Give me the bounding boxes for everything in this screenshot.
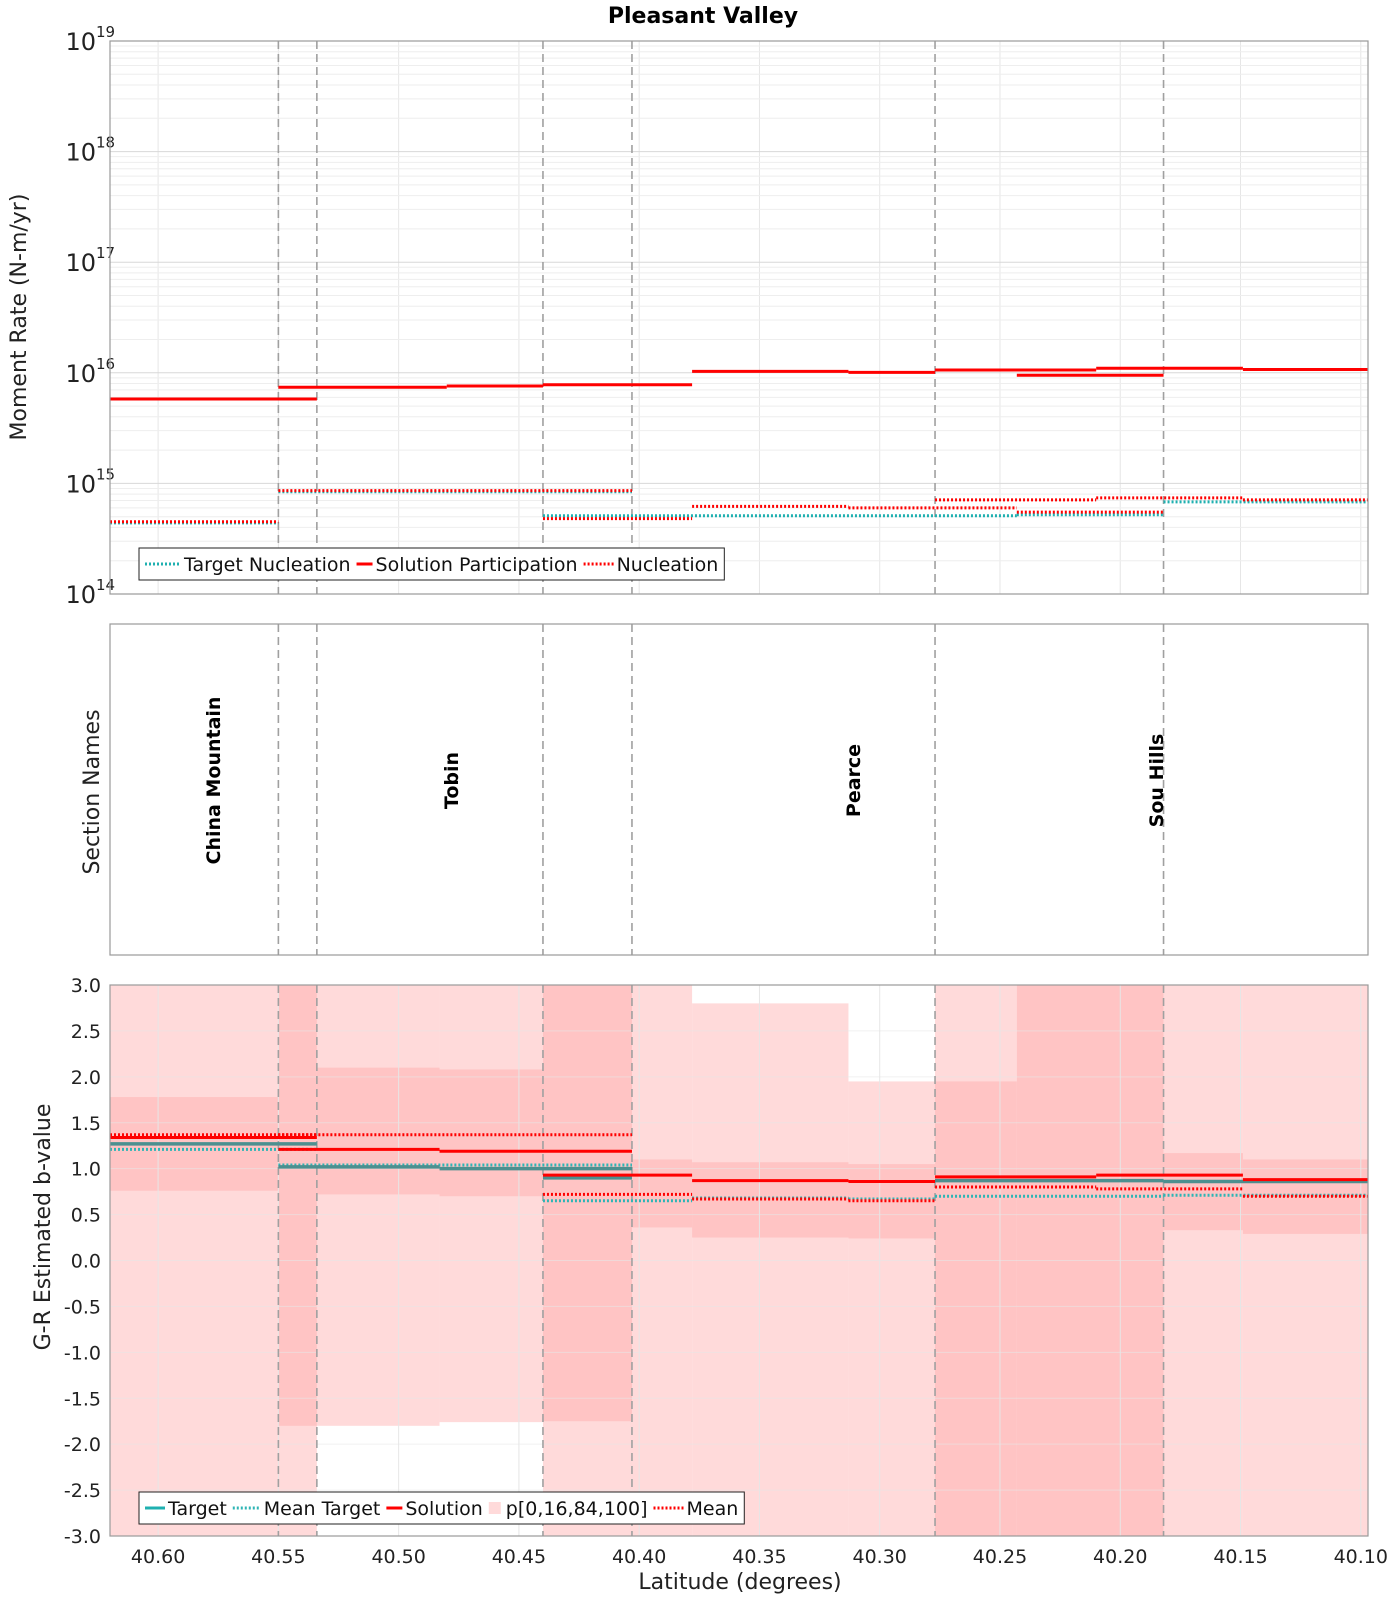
bvalue-p0-p100-band [439, 985, 543, 1423]
moment-y-tick-exponent: 14 [96, 576, 115, 594]
bvalue-y-tick-label: -0.5 [64, 1296, 101, 1318]
bvalue-p0-p100-band [848, 1081, 936, 1536]
bvalue-p16-p84-band [935, 1081, 1017, 1536]
bvalue-frame [109, 984, 1369, 1537]
moment-y-tick-exponent: 19 [96, 23, 115, 41]
bvalue-legend-label: p[0,16,84,100] [506, 1498, 648, 1520]
bvalue-y-tick-label: -2.0 [64, 1434, 101, 1456]
x-tick-label: 40.35 [732, 1546, 786, 1568]
section-name-label: Pearce [843, 744, 865, 817]
bvalue-legend-label: Mean [687, 1498, 739, 1520]
bvalue-y-tick-label: -2.5 [64, 1480, 101, 1502]
moment-rate-y-axis-label: Moment Rate (N-m/yr) [7, 194, 32, 441]
section-name-label: China Mountain [203, 697, 225, 865]
bvalue-legend-label: Mean Target [264, 1498, 381, 1520]
moment-plot-area [110, 41, 1368, 594]
bvalue-y-tick-label: 0.5 [71, 1205, 101, 1227]
moment-frame [109, 40, 1369, 595]
x-axis-label: Latitude (degrees) [638, 1570, 841, 1595]
bvalue-p16-p84-band [542, 985, 632, 1422]
b-value-y-axis-label: G-R Estimated b-value [31, 1104, 56, 1351]
bvalue-legend-label: Target [167, 1498, 227, 1520]
x-tick-label: 40.40 [612, 1546, 666, 1568]
moment-y-tick-base: 10 [65, 28, 96, 56]
bvalue-legend-swatch [488, 1502, 501, 1514]
bvalue-p16-p84-band [631, 1159, 693, 1228]
bvalue-y-tick-label: -1.5 [64, 1388, 101, 1410]
bvalue-y-tick-label: 2.0 [71, 1067, 101, 1089]
sections-plot-area [110, 624, 1368, 955]
sections-frame [109, 623, 1369, 956]
x-tick-label: 40.10 [1334, 1546, 1388, 1568]
bvalue-y-tick-label: 1.0 [71, 1159, 101, 1181]
bvalue-p16-p84-band [278, 985, 317, 1426]
bvalue-y-tick-label: -1.0 [64, 1342, 101, 1364]
bvalue-legend-label: Solution [405, 1498, 482, 1520]
x-tick-label: 40.45 [492, 1546, 546, 1568]
bvalue-y-tick-label: 0.0 [71, 1251, 101, 1273]
bvalue-p0-p100-band [316, 985, 440, 1426]
bvalue-p16-p84-band [439, 1069, 543, 1197]
moment-y-tick-exponent: 17 [96, 244, 115, 262]
bvalue-legend-box [138, 1491, 745, 1525]
moment-legend-label: Nucleation [617, 554, 719, 576]
bvalue-y-tick-label: 3.0 [71, 975, 101, 997]
x-tick-label: 40.15 [1213, 1546, 1267, 1568]
moment-legend-box [138, 547, 725, 581]
bvalue-y-tick-label: 2.5 [71, 1021, 101, 1043]
bvalue-p0-p100-band [692, 1003, 849, 1536]
moment-legend-label: Solution Participation [376, 554, 578, 576]
x-tick-label: 40.55 [251, 1546, 305, 1568]
bvalue-y-tick-label: 1.5 [71, 1113, 101, 1135]
moment-y-tick-base: 10 [65, 139, 96, 167]
section-names-panel: China Mountain Tobin Pearce Sou Hills [109, 623, 1369, 956]
bvalue-p16-p84-band [1163, 1153, 1243, 1231]
x-tick-label: 40.20 [1093, 1546, 1147, 1568]
moment-y-tick-base: 10 [65, 360, 96, 388]
moment-y-tick-base: 10 [65, 581, 96, 609]
section-name-label: Sou Hills [1146, 734, 1168, 828]
bvalue-p16-p84-band [692, 1162, 849, 1238]
b-value-panel: 3.0 2.5 2.0 1.5 1.0 0.5 0.0 -0.5 -1.0 -1.5 -2.0 -2.… [64, 975, 1388, 1568]
section-names-y-axis-label: Section Names [80, 709, 105, 874]
moment-legend-label: Target Nucleation [183, 554, 351, 576]
x-tick-label: 40.25 [973, 1546, 1027, 1568]
moment-legend: Target Nucleation Solution Participation N… [138, 547, 725, 581]
moment-y-tick-base: 10 [65, 249, 96, 277]
x-tick-label: 40.30 [853, 1546, 907, 1568]
section-name-label: Tobin [441, 752, 463, 809]
moment-y-tick-exponent: 15 [96, 465, 115, 483]
x-tick-label: 40.60 [131, 1546, 185, 1568]
bvalue-legend: Target Mean Target Solution p[0,16,84,100] M… [138, 1491, 745, 1525]
bvalue-p16-p84-band [316, 1067, 440, 1195]
moment-y-tick-base: 10 [65, 470, 96, 498]
bvalue-y-tick-label: -3.0 [64, 1526, 101, 1548]
moment-y-tick-exponent: 18 [96, 134, 115, 152]
figure-title: Pleasant Valley [608, 4, 798, 29]
x-tick-label: 40.50 [371, 1546, 425, 1568]
moment-y-tick-exponent: 16 [96, 355, 115, 373]
